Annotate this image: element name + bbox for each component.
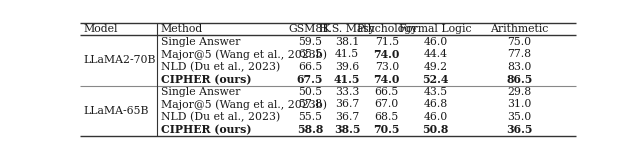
Text: 38.5: 38.5 [334, 124, 360, 135]
Text: 86.5: 86.5 [506, 74, 532, 85]
Text: 71.5: 71.5 [374, 37, 399, 47]
Text: 44.4: 44.4 [424, 49, 447, 59]
Text: 43.5: 43.5 [424, 87, 448, 97]
Text: 65.5: 65.5 [298, 49, 322, 59]
Text: Psychology: Psychology [356, 24, 417, 34]
Text: 50.8: 50.8 [422, 124, 449, 135]
Text: 68.5: 68.5 [374, 112, 399, 122]
Text: Major@5 (Wang et al., 2023b): Major@5 (Wang et al., 2023b) [161, 49, 327, 60]
Text: 36.7: 36.7 [335, 99, 359, 109]
Text: 46.8: 46.8 [424, 99, 448, 109]
Text: 59.5: 59.5 [298, 37, 322, 47]
Text: 66.5: 66.5 [374, 87, 399, 97]
Text: LLaMA-65B: LLaMA-65B [83, 106, 148, 116]
Text: 74.0: 74.0 [374, 74, 400, 85]
Text: 52.4: 52.4 [422, 74, 449, 85]
Text: Formal Logic: Formal Logic [399, 24, 472, 34]
Text: 74.0: 74.0 [374, 49, 400, 60]
Text: 58.8: 58.8 [297, 124, 323, 135]
Text: 66.5: 66.5 [298, 62, 322, 72]
Text: Single Answer: Single Answer [161, 37, 240, 47]
Text: 50.5: 50.5 [298, 87, 322, 97]
Text: 57.8: 57.8 [298, 99, 322, 109]
Text: NLD (Du et al., 2023): NLD (Du et al., 2023) [161, 112, 280, 122]
Text: 36.7: 36.7 [335, 112, 359, 122]
Text: 33.3: 33.3 [335, 87, 359, 97]
Text: H.S. Math: H.S. Math [319, 24, 375, 34]
Text: 83.0: 83.0 [508, 62, 532, 72]
Text: 31.0: 31.0 [508, 99, 532, 109]
Text: 39.6: 39.6 [335, 62, 359, 72]
Text: 73.0: 73.0 [374, 62, 399, 72]
Text: 70.5: 70.5 [374, 124, 400, 135]
Text: Single Answer: Single Answer [161, 87, 240, 97]
Text: 36.5: 36.5 [506, 124, 532, 135]
Text: 77.8: 77.8 [508, 49, 531, 59]
Text: 41.5: 41.5 [335, 49, 359, 59]
Text: Model: Model [83, 24, 118, 34]
Text: Method: Method [161, 24, 203, 34]
Text: 75.0: 75.0 [508, 37, 531, 47]
Text: 55.5: 55.5 [298, 112, 322, 122]
Text: LLaMA2-70B: LLaMA2-70B [83, 55, 156, 66]
Text: 67.0: 67.0 [374, 99, 399, 109]
Text: NLD (Du et al., 2023): NLD (Du et al., 2023) [161, 62, 280, 72]
Text: CIPHER (ours): CIPHER (ours) [161, 124, 252, 135]
Text: GSM8K: GSM8K [289, 24, 332, 34]
Text: 35.0: 35.0 [508, 112, 532, 122]
Text: Major@5 (Wang et al., 2023b): Major@5 (Wang et al., 2023b) [161, 99, 327, 110]
Text: CIPHER (ours): CIPHER (ours) [161, 74, 252, 85]
Text: 67.5: 67.5 [297, 74, 323, 85]
Text: 46.0: 46.0 [424, 112, 448, 122]
Text: 29.8: 29.8 [508, 87, 532, 97]
Text: Arithmetic: Arithmetic [490, 24, 548, 34]
Text: 41.5: 41.5 [334, 74, 360, 85]
Text: 49.2: 49.2 [424, 62, 448, 72]
Text: 46.0: 46.0 [424, 37, 448, 47]
Text: 38.1: 38.1 [335, 37, 359, 47]
